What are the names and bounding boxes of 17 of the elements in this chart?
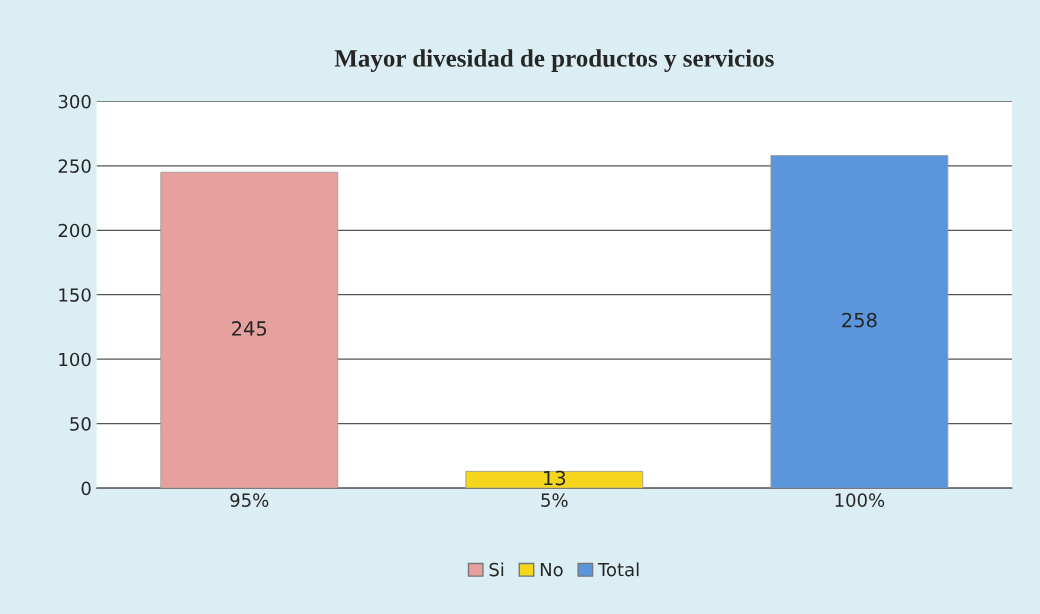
legend-label: Si	[489, 562, 504, 577]
data-label: 245	[232, 321, 267, 336]
data-label: 258	[842, 312, 877, 328]
y-tick-label: 150	[59, 288, 91, 302]
y-tick-label: 50	[70, 417, 91, 431]
y-tick-label: 0	[81, 481, 91, 496]
y-tick-label: 200	[58, 223, 91, 238]
y-tick-label: 250	[58, 159, 91, 173]
data-label: 13	[544, 470, 566, 486]
x-tick-label: 5%	[541, 493, 568, 507]
y-tick-label: 100	[59, 352, 91, 367]
y-tick-label: 300	[58, 94, 91, 109]
chart-title: Mayor divesidad de productos y servicios	[334, 49, 774, 72]
legend-label: Total	[597, 562, 639, 577]
x-tick-label: 95%	[230, 493, 269, 507]
legend-label: No	[540, 562, 563, 577]
x-tick-label: 100%	[835, 493, 885, 507]
